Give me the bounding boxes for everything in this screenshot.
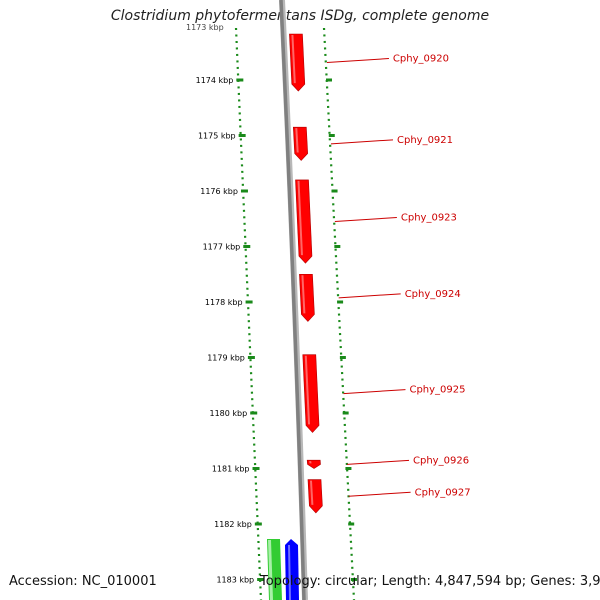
gene-arrow-cphy_0923 xyxy=(295,179,313,264)
ruler-label-1179: 1179 kbp xyxy=(207,354,245,363)
gene-leader-cphy_0926 xyxy=(346,459,410,465)
ruler-dotted-track xyxy=(234,27,263,600)
ruler-tick-1176 xyxy=(240,189,248,193)
gene-label-cphy_0921: Cphy_0921 xyxy=(397,135,453,146)
ruler-tick-1178 xyxy=(245,300,253,304)
ruler-label-1182: 1182 kbp xyxy=(214,520,252,529)
genome-summary-text: Topology: circular; Length: 4,847,594 bp… xyxy=(260,574,600,589)
gene-leader-cphy_0927 xyxy=(348,491,411,497)
ruler-tick-1177 xyxy=(243,245,251,248)
gene-arrow-cphy_0925 xyxy=(302,354,320,433)
outer-tick-1182 xyxy=(348,522,355,526)
gene-arrow-cphy_0920 xyxy=(289,33,306,92)
outer-tick-1180 xyxy=(342,411,349,415)
gene-highlight-cphy_0927 xyxy=(309,480,314,505)
outer-tick-1177 xyxy=(334,245,341,248)
gene-highlight-cphy_0920 xyxy=(291,35,296,84)
outer-tick-1181 xyxy=(345,467,352,470)
accession-text: Accession: NC_010001 xyxy=(9,574,157,589)
gene-arrow-cphy_0926 xyxy=(306,459,321,469)
ruler-tick-1183 xyxy=(257,578,265,581)
ruler-label-1177: 1177 kbp xyxy=(203,243,241,252)
outer-tick-1183 xyxy=(350,578,357,581)
outer-tick-1174 xyxy=(326,78,332,82)
gene-label-cphy_0926: Cphy_0926 xyxy=(413,455,469,466)
gene-highlight-cphy_0926 xyxy=(309,461,312,464)
ruler-label-1175: 1175 kbp xyxy=(198,132,236,141)
gene-leader-cphy_0923 xyxy=(334,217,397,223)
ruler-label-1180: 1180 kbp xyxy=(210,409,248,418)
outer-tick-1175 xyxy=(328,134,335,137)
ruler-label-partial: 1173 kbp xyxy=(186,23,224,32)
ruler-tick-1182 xyxy=(254,522,262,526)
ruler-tick-1181 xyxy=(252,467,260,470)
green-feature-highlight xyxy=(268,540,273,600)
ruler-tick-1174 xyxy=(236,78,244,82)
ruler-label-1183: 1183 kbp xyxy=(216,576,254,585)
gene-label-cphy_0920: Cphy_0920 xyxy=(393,54,449,65)
ruler-label-1178: 1178 kbp xyxy=(205,298,243,307)
gene-label-cphy_0924: Cphy_0924 xyxy=(405,289,461,300)
blue-feature-highlight xyxy=(288,545,291,600)
ruler-tick-1180 xyxy=(250,411,258,415)
gene-leader-cphy_0921 xyxy=(330,139,394,145)
gene-leader-cphy_0925 xyxy=(343,389,406,395)
gene-highlight-cphy_0923 xyxy=(297,180,303,256)
blue-feature-block xyxy=(285,539,299,600)
ruler-label-1181: 1181 kbp xyxy=(212,465,250,474)
gene-label-cphy_0923: Cphy_0923 xyxy=(401,213,457,224)
gene-label-cphy_0925: Cphy_0925 xyxy=(409,385,465,396)
gene-leader-cphy_0920 xyxy=(326,58,389,64)
ruler-tick-1179 xyxy=(247,356,255,359)
gene-label-cphy_0927: Cphy_0927 xyxy=(415,487,471,498)
gene-highlight-cphy_0921 xyxy=(295,128,299,153)
map-title: Clostridium phytofermentans ISDg, comple… xyxy=(110,8,490,24)
ruler-tick-1175 xyxy=(238,134,246,137)
gene-arrow-cphy_0924 xyxy=(299,273,315,322)
outer-tick-1179 xyxy=(339,356,346,359)
gene-leader-cphy_0924 xyxy=(338,293,401,299)
outer-tick-1176 xyxy=(331,189,338,193)
ruler-label-1176: 1176 kbp xyxy=(200,187,238,196)
gene-highlight-cphy_0924 xyxy=(301,275,306,314)
gene-arrow-cphy_0927 xyxy=(307,479,323,514)
outer-tick-1178 xyxy=(337,300,344,304)
ruler-label-1174: 1174 kbp xyxy=(196,76,234,85)
gene-arrow-cphy_0921 xyxy=(292,126,308,161)
genome-backbone xyxy=(279,0,306,600)
outer-dotted-track xyxy=(322,27,356,600)
gene-highlight-cphy_0925 xyxy=(304,355,311,425)
